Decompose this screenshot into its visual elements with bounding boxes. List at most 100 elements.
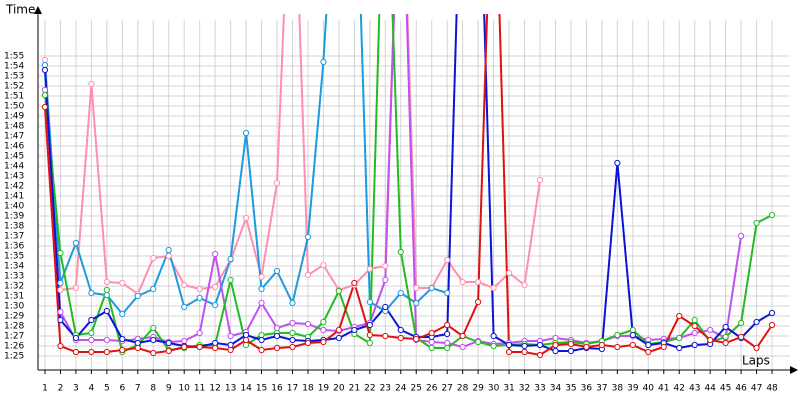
x-tick-label: 46 — [735, 384, 747, 394]
data-point — [459, 343, 466, 351]
x-tick-label: 43 — [689, 384, 700, 394]
data-point — [536, 176, 544, 184]
x-tick-label: 8 — [150, 384, 156, 394]
data-point — [258, 346, 265, 354]
data-point — [119, 335, 126, 343]
data-point — [320, 338, 327, 346]
data-point — [150, 285, 157, 293]
data-point — [150, 336, 157, 344]
y-tick-label: 1:37 — [4, 232, 24, 242]
data-point — [614, 331, 621, 339]
data-point — [444, 330, 451, 338]
y-tick-label: 1:55 — [4, 52, 24, 62]
x-tick-label: 5 — [104, 384, 110, 394]
x-tick-label: 19 — [318, 384, 330, 394]
data-point — [567, 347, 575, 355]
x-tick-label: 1 — [42, 384, 48, 394]
data-point — [41, 91, 49, 99]
data-point — [691, 341, 698, 349]
y-tick-label: 1:28 — [4, 322, 24, 332]
data-point — [258, 273, 265, 281]
data-point — [552, 347, 559, 355]
data-point — [57, 308, 64, 316]
x-tick-label: 35 — [565, 384, 576, 394]
data-point — [103, 336, 110, 344]
data-point — [41, 61, 49, 69]
data-point — [103, 307, 110, 315]
x-tick-label: 13 — [225, 384, 236, 394]
data-point — [768, 211, 776, 219]
y-tick-label: 1:54 — [4, 62, 24, 72]
data-point — [181, 281, 188, 289]
data-point — [428, 284, 435, 292]
data-point — [242, 341, 250, 349]
x-tick-label: 21 — [349, 384, 360, 394]
y-tick-label: 1:49 — [4, 112, 24, 122]
x-tick-label: 47 — [751, 384, 762, 394]
data-point — [738, 232, 745, 240]
data-point — [428, 338, 435, 346]
data-point — [103, 278, 110, 286]
data-point — [119, 346, 126, 354]
data-point — [258, 331, 265, 339]
x-tick-label: 36 — [581, 384, 593, 394]
data-point — [320, 58, 327, 66]
y-tick-label: 1:48 — [4, 122, 24, 132]
data-point — [397, 289, 404, 297]
data-point — [382, 262, 389, 270]
data-point — [676, 334, 683, 342]
data-point — [242, 331, 250, 339]
data-point — [552, 341, 559, 349]
x-tick-label: 31 — [503, 384, 514, 394]
data-point — [150, 254, 157, 262]
data-point — [459, 332, 466, 340]
data-point — [181, 303, 188, 311]
x-tick-label: 37 — [596, 384, 607, 394]
y-tick-label: 1:52 — [4, 82, 24, 92]
x-tick-label: 17 — [287, 384, 298, 394]
x-tick-label: 30 — [488, 384, 500, 394]
x-tick-label: 39 — [627, 384, 639, 394]
data-point — [629, 341, 636, 349]
data-point — [119, 310, 126, 318]
data-point — [382, 276, 389, 284]
series-line — [44, 14, 541, 296]
x-tick-label: 12 — [209, 384, 220, 394]
data-point — [490, 342, 497, 350]
data-point — [304, 271, 312, 279]
data-point — [320, 326, 327, 334]
data-point — [505, 341, 513, 349]
data-point — [289, 299, 296, 307]
y-tick-label: 1:41 — [4, 192, 24, 202]
data-point — [444, 321, 451, 329]
data-point — [552, 334, 559, 342]
data-point — [444, 289, 451, 297]
data-point — [722, 323, 729, 331]
data-point — [57, 286, 64, 294]
data-point — [119, 279, 126, 287]
data-point — [242, 336, 250, 344]
data-point — [273, 267, 281, 275]
data-point — [768, 309, 776, 317]
data-point — [583, 343, 590, 351]
data-point — [413, 284, 420, 292]
data-point — [88, 289, 95, 297]
data-point — [768, 321, 776, 329]
data-point — [304, 339, 312, 347]
x-tick-label: 14 — [240, 384, 252, 394]
data-point — [227, 255, 234, 263]
x-tick-label: 3 — [73, 384, 79, 394]
data-point — [227, 341, 234, 349]
tick-labels: 1:251:261:271:281:291:301:311:321:331:34… — [4, 52, 778, 394]
y-axis-title: Time — [5, 3, 35, 17]
data-point — [335, 326, 342, 334]
y-tick-label: 1:45 — [4, 152, 24, 162]
x-tick-label: 23 — [380, 384, 391, 394]
data-point — [397, 326, 404, 334]
data-point — [753, 344, 760, 352]
data-point — [707, 326, 714, 334]
x-tick-label: 44 — [704, 384, 716, 394]
data-point — [475, 338, 482, 346]
y-tick-label: 1:26 — [4, 342, 24, 352]
